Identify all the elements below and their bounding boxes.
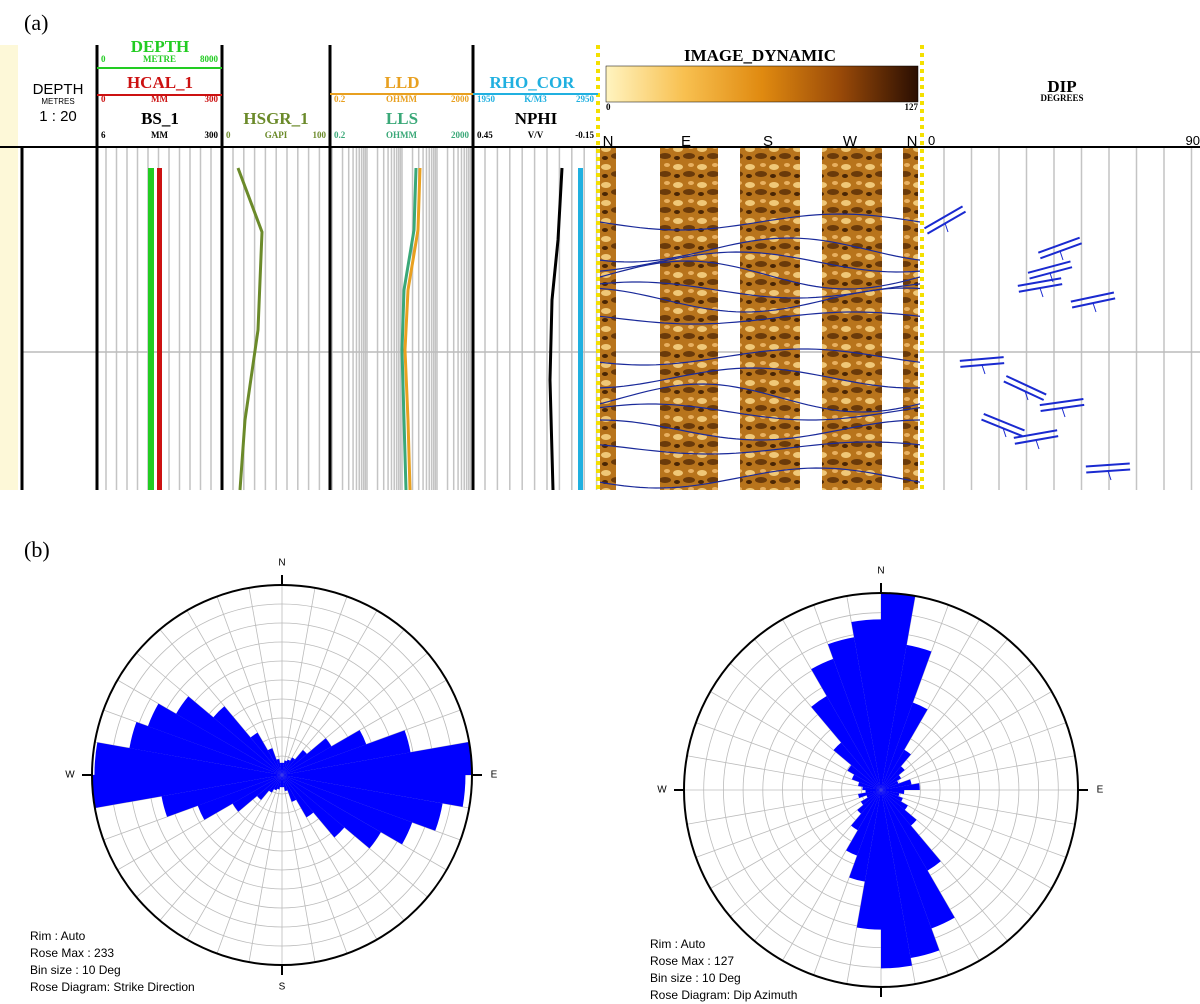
curve-name: LLD (385, 73, 420, 92)
caption-line: Rose Max : 127 (650, 954, 734, 968)
caption-line: Bin size : 10 Deg (30, 963, 121, 977)
scale-unit: GAPI (265, 130, 288, 140)
caption-line: Rim : Auto (650, 937, 706, 951)
scale-unit: OHMM (386, 94, 417, 104)
curve-hsgr (238, 168, 262, 490)
curve-name: LLS (386, 109, 418, 128)
direction-label: W (657, 785, 667, 796)
figure: (a) DEPTH METRES (0, 0, 1200, 1004)
colorbar-min: 0 (606, 102, 611, 112)
curve-nphi (550, 168, 562, 490)
tadpole-tail (1040, 288, 1043, 297)
scale-unit: MM (151, 130, 168, 140)
scale-min: 1950 (477, 94, 496, 104)
tadpole-tail (982, 365, 985, 374)
panel-label: (a) (24, 10, 48, 35)
scale-max: 100 (313, 130, 327, 140)
tadpole (1086, 463, 1130, 466)
caption-line: Rim : Auto (30, 929, 86, 943)
direction: E (681, 133, 691, 150)
caption-line: Bin size : 10 Deg (650, 971, 741, 985)
curve-name: RHO_COR (490, 73, 576, 92)
scale-min: 0.45 (477, 130, 493, 140)
direction: S (763, 133, 773, 150)
scale-min: 0 (101, 54, 106, 64)
tadpole-tail (945, 223, 948, 232)
caption-line: Rose Diagram: Dip Azimuth (650, 988, 797, 1002)
direction: N (907, 133, 918, 150)
direction-label: S (279, 982, 286, 993)
direction-label: N (278, 558, 285, 569)
dip-max: 90 (1186, 133, 1200, 148)
tadpole-tail (1060, 251, 1063, 260)
curve-rho (578, 168, 583, 490)
scale-unit: K/M3 (524, 94, 547, 104)
scale-max: 300 (205, 130, 219, 140)
direction-label: E (491, 770, 498, 781)
scale-max: 300 (205, 94, 219, 104)
direction-label: W (65, 770, 75, 781)
scale-unit: V/V (528, 130, 544, 140)
scale-unit: OHMM (386, 130, 417, 140)
curve-hcal (157, 168, 162, 490)
dip-unit: DEGREES (1040, 93, 1083, 103)
scale-max: 2000 (451, 130, 470, 140)
scale-max: -0.15 (575, 130, 594, 140)
colorbar-max: 127 (905, 102, 919, 112)
tadpole-tail (1062, 408, 1065, 417)
panel-a: (a) DEPTH METRES (0, 10, 1200, 490)
scale-unit: METRE (143, 54, 176, 64)
curve-name: NPHI (515, 109, 558, 128)
depth-unit: METRES (41, 97, 74, 106)
colorbar (606, 66, 918, 102)
tadpole (1028, 261, 1071, 272)
panel-label: (b) (24, 537, 50, 562)
scale-min: 0 (226, 130, 231, 140)
tadpole (1038, 238, 1079, 253)
caption-line: Rose Max : 233 (30, 946, 114, 960)
image-strip (660, 147, 718, 490)
curve-bs (148, 168, 154, 490)
scale-min: 0.2 (334, 94, 346, 104)
depth-scale: 1 : 20 (39, 108, 77, 125)
panel-b: (b) N E S W Rim : Auto Rose Max : 233 Bin size… (24, 537, 1104, 1004)
image-strip (903, 147, 918, 490)
tadpole (1040, 243, 1081, 258)
tadpole-tail (1036, 440, 1039, 449)
scale-max: 2950 (576, 94, 595, 104)
direction-label: E (1097, 785, 1104, 796)
scale-min: 6 (101, 130, 106, 140)
direction: N (603, 133, 614, 150)
image-title: IMAGE_DYNAMIC (684, 46, 836, 65)
caption-line: Rose Diagram: Strike Direction (30, 980, 195, 994)
image-strip (822, 147, 882, 490)
curve-name: HSGR_1 (243, 109, 308, 128)
scale-max: 2000 (451, 94, 470, 104)
dip-min: 0 (928, 133, 935, 148)
curve-name: BS_1 (141, 109, 179, 128)
tadpole-tail (1093, 303, 1096, 312)
scale-min: 0.2 (334, 130, 346, 140)
direction: W (843, 133, 858, 150)
scale-max: 8000 (200, 54, 219, 64)
depth-bg (0, 45, 18, 490)
dip-tadpoles (924, 206, 1130, 480)
depth-title: DEPTH (33, 81, 84, 98)
direction-label: N (877, 566, 884, 577)
curve-name: HCAL_1 (127, 73, 193, 92)
curve-headers: DEPTH0METRE8000HCAL_10MM300BS_16MM300HSG… (101, 37, 595, 140)
scale-unit: MM (151, 94, 168, 104)
tadpole (960, 357, 1004, 361)
scale-min: 0 (101, 94, 106, 104)
tadpole (1040, 399, 1084, 405)
